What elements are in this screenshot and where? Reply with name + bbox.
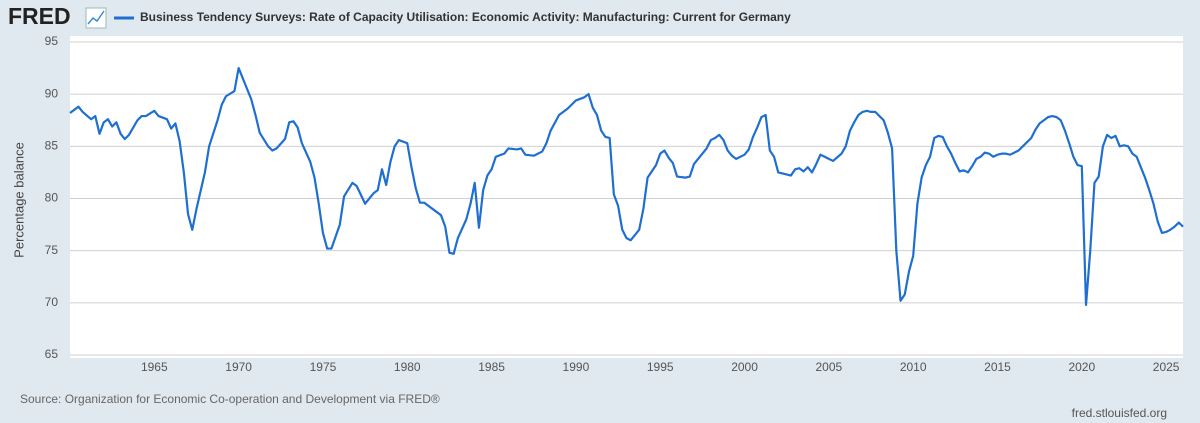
brand-logo: FRED: [8, 3, 71, 29]
data-line: [69, 66, 1184, 307]
legend-label: Business Tendency Surveys: Rate of Capac…: [140, 10, 791, 24]
x-tick-label: 2005: [816, 360, 843, 374]
y-tick-label: 95: [45, 34, 59, 48]
x-tick-label: 2000: [731, 360, 758, 374]
y-tick-label: 90: [45, 86, 59, 100]
x-tick-label: 1980: [394, 360, 421, 374]
x-tick-label: 1990: [563, 360, 590, 374]
x-tick-label: 1975: [310, 360, 337, 374]
y-tick-label: 65: [45, 347, 59, 361]
x-tick-label: 1965: [141, 360, 168, 374]
brand-icon: [85, 7, 107, 29]
x-tick-label: 2025: [1153, 360, 1180, 374]
x-tick-label: 2020: [1068, 360, 1095, 374]
source-note: Source: Organization for Economic Co-ope…: [20, 392, 440, 406]
plot-area: [70, 36, 1183, 358]
y-tick-label: 85: [45, 139, 59, 153]
y-tick-label: 80: [45, 191, 59, 205]
site-credit: fred.stlouisfed.org: [1072, 406, 1167, 420]
y-tick-label: 75: [45, 243, 59, 257]
y-tick-label: 70: [45, 295, 59, 309]
x-tick-label: 2015: [984, 360, 1011, 374]
x-tick-label: 1995: [647, 360, 674, 374]
x-tick-label: 1970: [225, 360, 252, 374]
y-axis-label: Percentage balance: [11, 142, 26, 258]
x-tick-label: 1985: [478, 360, 505, 374]
x-tick-label: 2010: [900, 360, 927, 374]
